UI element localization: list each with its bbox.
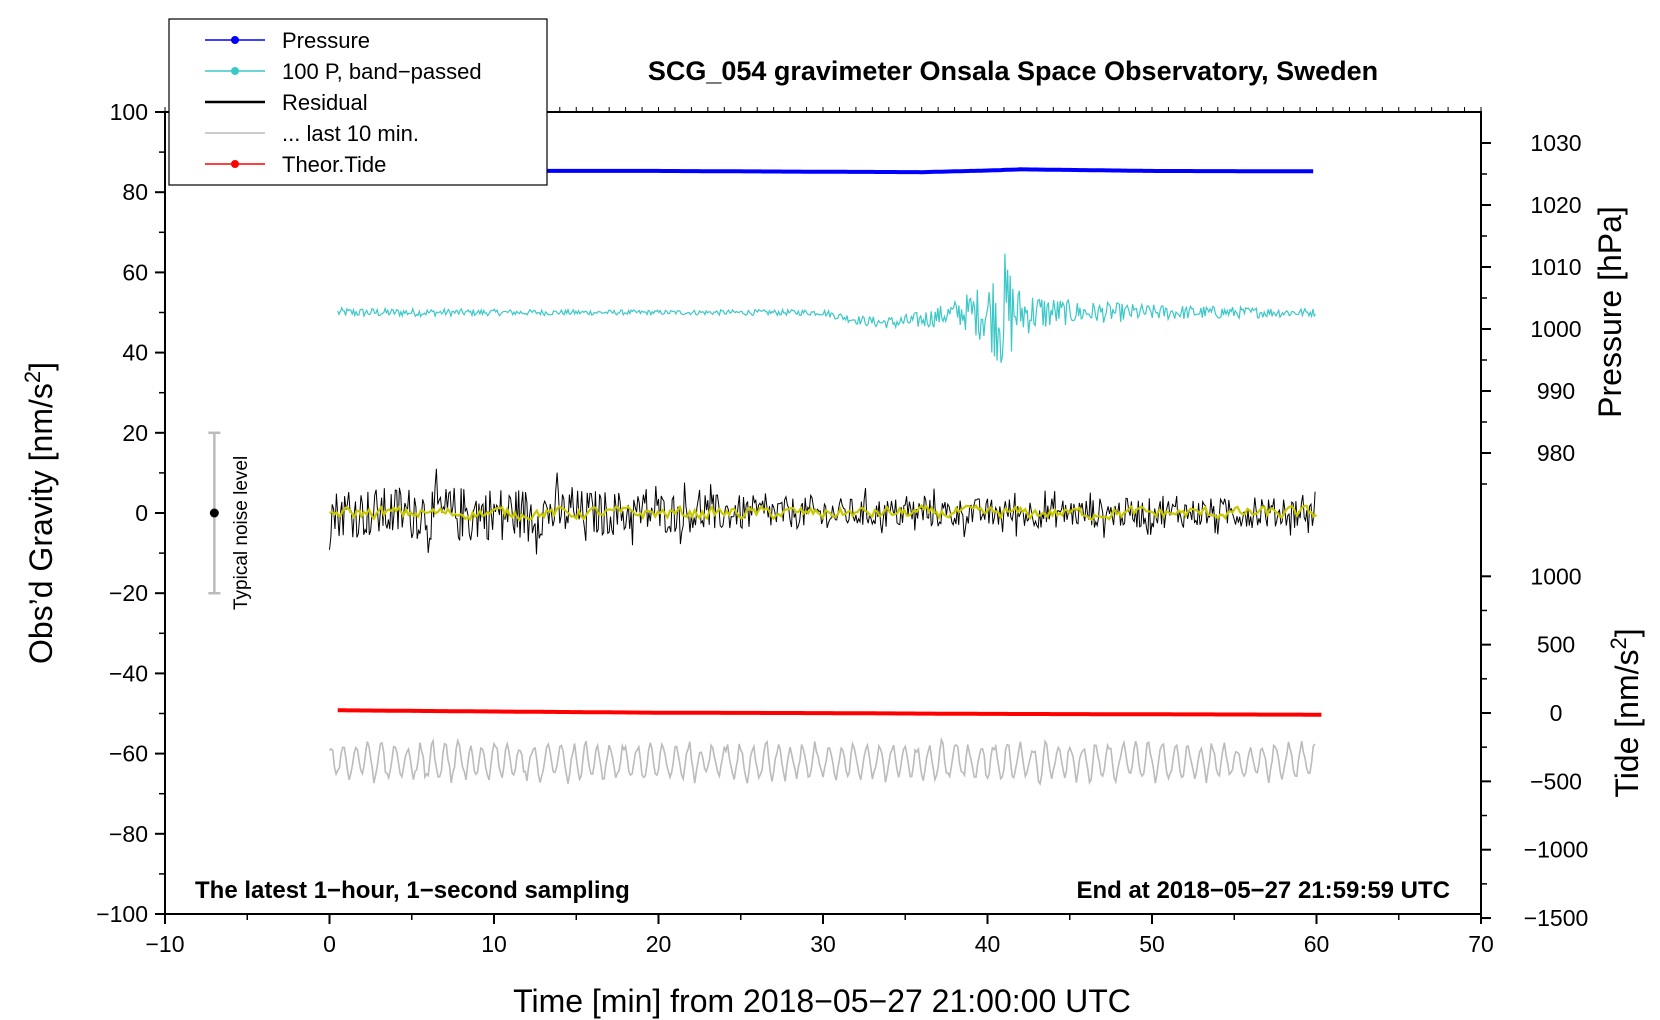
pressure-tick-label: 1010 xyxy=(1530,254,1581,280)
series-theor-tide-line xyxy=(337,708,1322,717)
series-layer xyxy=(328,167,1322,787)
y-tick-label: 20 xyxy=(122,420,148,446)
legend-label: Pressure xyxy=(282,28,370,53)
series-last-10-min-line xyxy=(328,736,1316,787)
pressure-tick-label: 1000 xyxy=(1530,316,1581,342)
y-axis-tide: 1000 500 0 −500 −1000 −1500 xyxy=(1481,563,1588,931)
pressure-tick-label: 1030 xyxy=(1530,130,1581,156)
y-axis-pressure: 1030 1020 1010 1000 990 980 xyxy=(1481,130,1582,485)
x-tick-label: 20 xyxy=(646,931,672,957)
y-tick-label: 80 xyxy=(122,179,148,205)
tide-tick-label: 1000 xyxy=(1530,563,1581,589)
y-axis-left-label-text: Obs’d Gravity [nm/s xyxy=(23,383,59,664)
y-axis-pressure-label: Pressure [hPa] xyxy=(1592,206,1628,418)
y-axis-left: 100 80 60 40 20 0 −20 −40 −60 −80 −100 xyxy=(96,99,165,927)
y-tick-label: 100 xyxy=(110,99,148,125)
y-axis-tide-label-text: Tide [nm/s xyxy=(1609,649,1645,797)
y-axis-left-label-end: ] xyxy=(23,362,59,371)
y-axis-left-label-sup: 2 xyxy=(20,371,45,383)
x-axis-label: Time [min] from 2018−05−27 21:00:00 UTC xyxy=(513,983,1131,1019)
x-tick-label: 10 xyxy=(481,931,507,957)
chart-title: SCG_054 gravimeter Onsala Space Observat… xyxy=(648,56,1378,86)
series-residual-line xyxy=(329,468,1316,555)
annotation-right: End at 2018−05−27 21:59:59 UTC xyxy=(1076,877,1450,904)
legend-marker xyxy=(231,36,239,44)
legend-label: 100 P, band−passed xyxy=(282,59,482,84)
tide-tick-label: 500 xyxy=(1537,632,1575,658)
legend-label: Theor.Tide xyxy=(282,152,386,177)
y-tick-label: −60 xyxy=(109,741,148,767)
noise-label: Typical noise level xyxy=(231,456,252,610)
tide-tick-label: −500 xyxy=(1530,768,1582,794)
legend-marker xyxy=(231,67,239,75)
y-axis-tide-label-end: ] xyxy=(1609,628,1645,637)
tide-tick-label: 0 xyxy=(1550,700,1563,726)
y-tick-label: 60 xyxy=(122,259,148,285)
legend-label: ... last 10 min. xyxy=(282,121,419,146)
tide-tick-label: −1500 xyxy=(1524,905,1589,931)
y-tick-label: −80 xyxy=(109,821,148,847)
annotation-left: The latest 1−hour, 1−second sampling xyxy=(195,877,630,904)
x-tick-label: −10 xyxy=(145,931,184,957)
pressure-tick-label: 980 xyxy=(1537,440,1575,466)
noise-bar-center-dot xyxy=(209,508,219,518)
y-tick-label: 0 xyxy=(135,500,148,526)
x-tick-label: 40 xyxy=(975,931,1001,957)
legend-marker xyxy=(231,160,239,168)
pressure-tick-label: 1020 xyxy=(1530,192,1581,218)
tide-tick-label: −1000 xyxy=(1524,837,1589,863)
x-tick-label: 70 xyxy=(1468,931,1494,957)
y-axis-tide-label-sup: 2 xyxy=(1606,637,1631,649)
x-axis: −10 0 10 20 30 40 50 60 70 xyxy=(145,107,1494,957)
series-bandpassed-pressure-line xyxy=(337,253,1316,363)
x-tick-label: 30 xyxy=(810,931,836,957)
y-axis-left-label: Obs’d Gravity [nm/s2] xyxy=(20,362,59,664)
y-tick-label: −100 xyxy=(96,901,148,927)
y-axis-tide-label: Tide [nm/s2] xyxy=(1606,628,1645,797)
series-residual-smoothed-line xyxy=(329,503,1318,522)
legend: Pressure 100 P, band−passed Residual ... la… xyxy=(168,18,548,186)
noise-bar xyxy=(208,431,221,595)
y-tick-label: −20 xyxy=(109,580,148,606)
y-tick-label: −40 xyxy=(109,660,148,686)
legend-label: Residual xyxy=(282,90,368,115)
x-tick-label: 0 xyxy=(323,931,336,957)
x-tick-label: 60 xyxy=(1304,931,1330,957)
pressure-tick-label: 990 xyxy=(1537,378,1575,404)
x-tick-label: 50 xyxy=(1139,931,1165,957)
y-tick-label: 40 xyxy=(122,340,148,366)
